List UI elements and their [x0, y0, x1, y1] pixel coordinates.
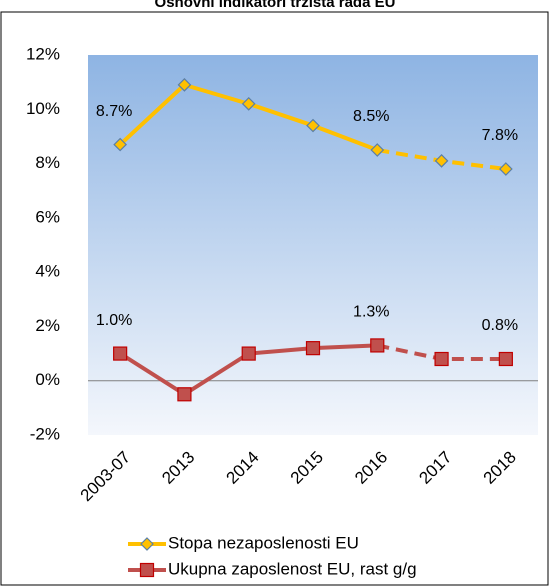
marker [305, 341, 321, 356]
data-label: 8.5% [353, 108, 389, 125]
y-tick-label: 12% [26, 44, 60, 63]
marker [370, 338, 385, 353]
marker [113, 346, 128, 361]
y-tick-label: -2% [30, 424, 60, 443]
legend-label: Stopa nezaposlenosti EU [168, 533, 359, 552]
data-label: 8.7% [96, 103, 132, 120]
marker [498, 351, 513, 367]
y-tick-label: 8% [35, 153, 60, 172]
marker [434, 154, 449, 168]
plot-area [88, 55, 538, 435]
marker [499, 162, 513, 176]
marker [434, 351, 449, 367]
marker [370, 143, 385, 157]
legend-marker [140, 537, 154, 551]
chart-title: Osnovni indikatori tržišta rada EU [155, 0, 396, 11]
legend-label: Ukupna zaposlenost EU, rast g/g [168, 559, 417, 578]
marker [306, 118, 320, 133]
marker [241, 97, 256, 111]
marker [177, 387, 192, 402]
marker [241, 346, 256, 361]
y-tick-label: 4% [35, 262, 60, 281]
data-label: 1.0% [96, 312, 132, 329]
legend-marker [139, 562, 155, 578]
marker [113, 137, 127, 152]
y-tick-label: 2% [35, 316, 60, 335]
y-tick-label: 0% [35, 370, 60, 389]
data-label: 7.8% [482, 127, 518, 144]
y-tick-label: 10% [26, 99, 60, 118]
data-label: 1.3% [353, 304, 389, 321]
y-tick-label: 6% [35, 207, 60, 226]
marker [177, 78, 192, 92]
data-label: 0.8% [482, 317, 518, 334]
